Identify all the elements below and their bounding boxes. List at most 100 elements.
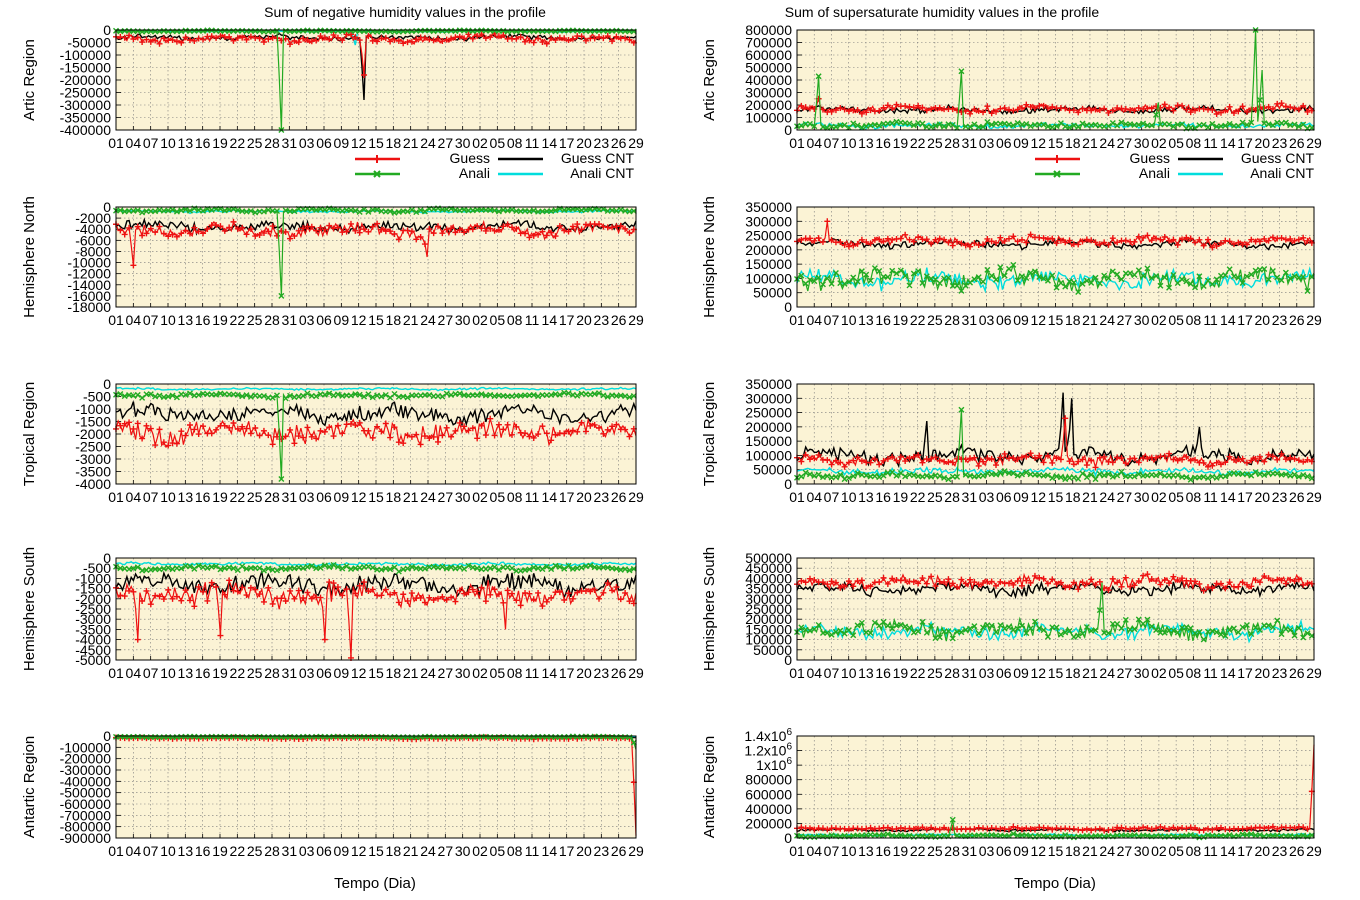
data-point (265, 36, 272, 43)
data-point (1144, 455, 1151, 462)
data-point (1075, 109, 1082, 116)
data-point (265, 394, 272, 401)
x-tick-label: 28 (264, 665, 280, 681)
x-tick-label: 06 (316, 489, 332, 505)
data-point (1265, 622, 1272, 629)
data-point (876, 474, 883, 481)
panel-north-neg: 0-2000-4000-6000-8000-10000-12000-14000-… (21, 196, 644, 328)
data-point (574, 392, 581, 399)
data-point (195, 431, 202, 438)
data-point (421, 241, 428, 248)
data-point (1179, 456, 1186, 463)
data-point (1018, 236, 1025, 243)
data-point (1265, 451, 1272, 458)
data-point (404, 432, 411, 439)
data-point (1174, 457, 1181, 464)
data-point (1166, 284, 1173, 291)
data-point (361, 72, 368, 78)
legend-label: Guess CNT (561, 150, 635, 166)
data-point (478, 31, 485, 38)
data-point (622, 225, 629, 232)
data-point (439, 432, 446, 439)
data-point (1005, 121, 1012, 128)
data-point (439, 38, 446, 45)
data-point (984, 622, 991, 629)
x-tick-label: 05 (490, 665, 506, 681)
data-point (993, 629, 1000, 636)
data-point (1248, 631, 1255, 638)
data-point (915, 451, 922, 458)
data-point (339, 430, 346, 437)
data-point (910, 270, 917, 277)
data-point (1217, 580, 1224, 587)
data-point (932, 454, 939, 461)
data-point (461, 206, 468, 213)
data-point (356, 582, 363, 589)
x-tick-label: 01 (108, 843, 124, 859)
data-point (1109, 826, 1116, 833)
data-point (1179, 236, 1186, 243)
y-tick-label: 600000 (745, 786, 792, 802)
x-tick-label: 31 (282, 489, 298, 505)
data-point (949, 580, 956, 587)
data-point (815, 235, 822, 242)
data-point (443, 596, 450, 603)
x-tick-label: 07 (143, 843, 159, 859)
x-tick-label: 09 (334, 135, 350, 151)
data-point (1118, 455, 1125, 462)
data-point (604, 580, 611, 587)
data-point (1183, 453, 1190, 460)
data-point (1014, 625, 1021, 632)
data-point (1192, 578, 1199, 585)
data-point (1200, 459, 1207, 466)
data-point (1036, 274, 1043, 281)
data-point (330, 433, 337, 440)
data-point (1192, 630, 1199, 637)
data-point (395, 439, 402, 446)
data-point (173, 38, 180, 45)
data-point (841, 583, 848, 590)
x-tick-label: 25 (927, 665, 943, 681)
data-point (893, 101, 900, 108)
data-point (1187, 832, 1194, 839)
data-point (1023, 275, 1030, 282)
data-point (1166, 121, 1173, 128)
data-point (287, 392, 294, 399)
data-point (1135, 471, 1142, 478)
data-point (256, 432, 263, 439)
data-point (295, 433, 302, 440)
data-point (798, 122, 805, 129)
data-point (980, 241, 987, 248)
data-point (326, 563, 333, 570)
data-point (1070, 634, 1077, 641)
data-point (239, 563, 246, 570)
data-point (811, 237, 818, 244)
data-point (591, 421, 598, 428)
data-point (500, 27, 507, 34)
data-point (160, 565, 167, 572)
data-point (295, 227, 302, 234)
data-point (369, 586, 376, 593)
legend-label: Anali CNT (1250, 165, 1314, 181)
legend-label: Anali (459, 165, 490, 181)
data-point (217, 632, 224, 639)
data-point (971, 454, 978, 461)
data-point (1070, 461, 1077, 468)
data-point (295, 393, 302, 400)
data-point (569, 391, 576, 398)
data-point (1057, 456, 1064, 463)
x-tick-label: 17 (559, 135, 575, 151)
y-tick-label: -600000 (60, 796, 112, 812)
data-point (274, 392, 280, 399)
data-point (139, 598, 146, 605)
data-point (1200, 282, 1207, 289)
data-point (863, 472, 870, 479)
data-point (596, 595, 603, 602)
data-point (269, 600, 276, 607)
data-point (915, 825, 922, 832)
data-point (169, 392, 176, 399)
data-point (1114, 621, 1121, 628)
x-tick-label: 07 (143, 665, 159, 681)
data-point (1187, 109, 1194, 116)
data-point (134, 34, 141, 41)
